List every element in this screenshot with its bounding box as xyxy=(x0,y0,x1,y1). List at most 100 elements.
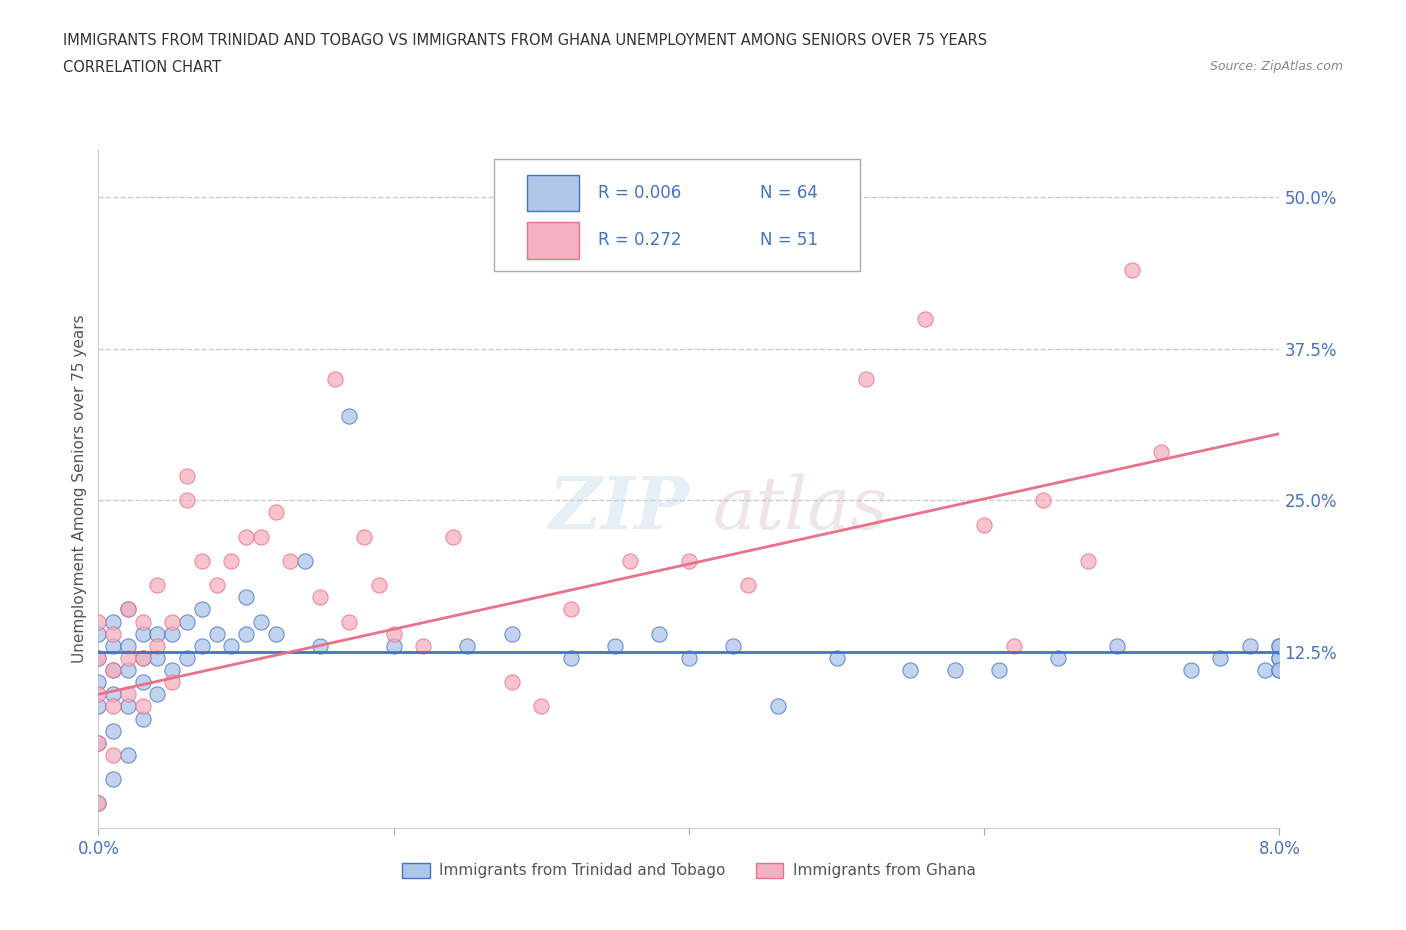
Point xyxy=(1254,663,1277,678)
Point xyxy=(103,638,124,653)
Point xyxy=(176,651,198,666)
Point xyxy=(250,529,273,544)
Point xyxy=(1180,663,1202,678)
Point xyxy=(162,675,183,690)
Text: R = 0.006: R = 0.006 xyxy=(598,184,682,202)
Point xyxy=(367,578,389,592)
Point xyxy=(87,796,110,811)
Point xyxy=(1150,445,1173,459)
FancyBboxPatch shape xyxy=(527,222,579,259)
Text: IMMIGRANTS FROM TRINIDAD AND TOBAGO VS IMMIGRANTS FROM GHANA UNEMPLOYMENT AMONG : IMMIGRANTS FROM TRINIDAD AND TOBAGO VS I… xyxy=(63,33,987,47)
Point xyxy=(103,614,124,629)
Point xyxy=(560,651,582,666)
Point xyxy=(898,663,921,678)
Point xyxy=(1209,651,1232,666)
Point xyxy=(117,663,139,678)
FancyBboxPatch shape xyxy=(527,175,579,211)
Point xyxy=(855,372,877,387)
Point xyxy=(1032,493,1054,508)
Point xyxy=(456,638,478,653)
Point xyxy=(294,553,316,568)
Point xyxy=(103,748,124,763)
Point xyxy=(87,626,110,641)
Point xyxy=(176,614,198,629)
Point xyxy=(87,736,110,751)
Point xyxy=(766,699,789,714)
Point xyxy=(441,529,464,544)
Point xyxy=(87,736,110,751)
Point xyxy=(87,614,110,629)
Point xyxy=(103,663,124,678)
Point xyxy=(103,687,124,702)
Point xyxy=(1268,638,1291,653)
Point xyxy=(678,553,700,568)
Text: atlas: atlas xyxy=(713,473,889,544)
Point xyxy=(87,651,110,666)
Point xyxy=(560,602,582,617)
Text: ZIP: ZIP xyxy=(548,473,689,544)
Point xyxy=(382,638,405,653)
Point xyxy=(132,699,155,714)
Point xyxy=(619,553,641,568)
Point xyxy=(146,626,169,641)
Point xyxy=(205,578,228,592)
Point xyxy=(987,663,1010,678)
Point xyxy=(737,578,759,592)
Text: R = 0.272: R = 0.272 xyxy=(598,232,682,249)
Text: N = 51: N = 51 xyxy=(759,232,818,249)
Point xyxy=(162,626,183,641)
Point xyxy=(235,529,257,544)
Point xyxy=(796,238,818,253)
Point xyxy=(132,626,155,641)
Point xyxy=(87,796,110,811)
Point xyxy=(132,651,155,666)
Point xyxy=(176,493,198,508)
Point xyxy=(87,687,110,702)
Point xyxy=(191,638,214,653)
Point xyxy=(501,675,523,690)
Point xyxy=(264,505,287,520)
Point xyxy=(146,638,169,653)
Y-axis label: Unemployment Among Seniors over 75 years: Unemployment Among Seniors over 75 years xyxy=(72,314,87,662)
Point xyxy=(103,663,124,678)
Point xyxy=(191,602,214,617)
Point xyxy=(648,626,671,641)
Point xyxy=(117,602,139,617)
Point xyxy=(117,602,139,617)
Text: Source: ZipAtlas.com: Source: ZipAtlas.com xyxy=(1209,60,1343,73)
Point xyxy=(1077,553,1099,568)
Point xyxy=(1268,663,1291,678)
Point xyxy=(1268,638,1291,653)
Point xyxy=(308,590,332,604)
Point xyxy=(87,675,110,690)
Point xyxy=(176,469,198,484)
Point xyxy=(1046,651,1069,666)
Point xyxy=(308,638,332,653)
Point xyxy=(382,626,405,641)
Point xyxy=(117,651,139,666)
Point xyxy=(117,699,139,714)
Point xyxy=(605,638,627,653)
Point xyxy=(1105,638,1128,653)
Point xyxy=(678,651,700,666)
Point xyxy=(132,711,155,726)
Point xyxy=(1268,651,1291,666)
Point xyxy=(501,626,523,641)
Point xyxy=(530,699,553,714)
Point xyxy=(412,638,434,653)
Point xyxy=(721,638,744,653)
Point xyxy=(1268,651,1291,666)
Point xyxy=(103,699,124,714)
Point xyxy=(264,626,287,641)
Point xyxy=(117,748,139,763)
Point xyxy=(191,553,214,568)
Point xyxy=(235,590,257,604)
Point xyxy=(146,578,169,592)
Point xyxy=(162,663,183,678)
Point xyxy=(914,311,936,326)
Point xyxy=(973,517,995,532)
Point xyxy=(337,614,360,629)
Text: N = 64: N = 64 xyxy=(759,184,818,202)
Point xyxy=(132,675,155,690)
Point xyxy=(117,638,139,653)
